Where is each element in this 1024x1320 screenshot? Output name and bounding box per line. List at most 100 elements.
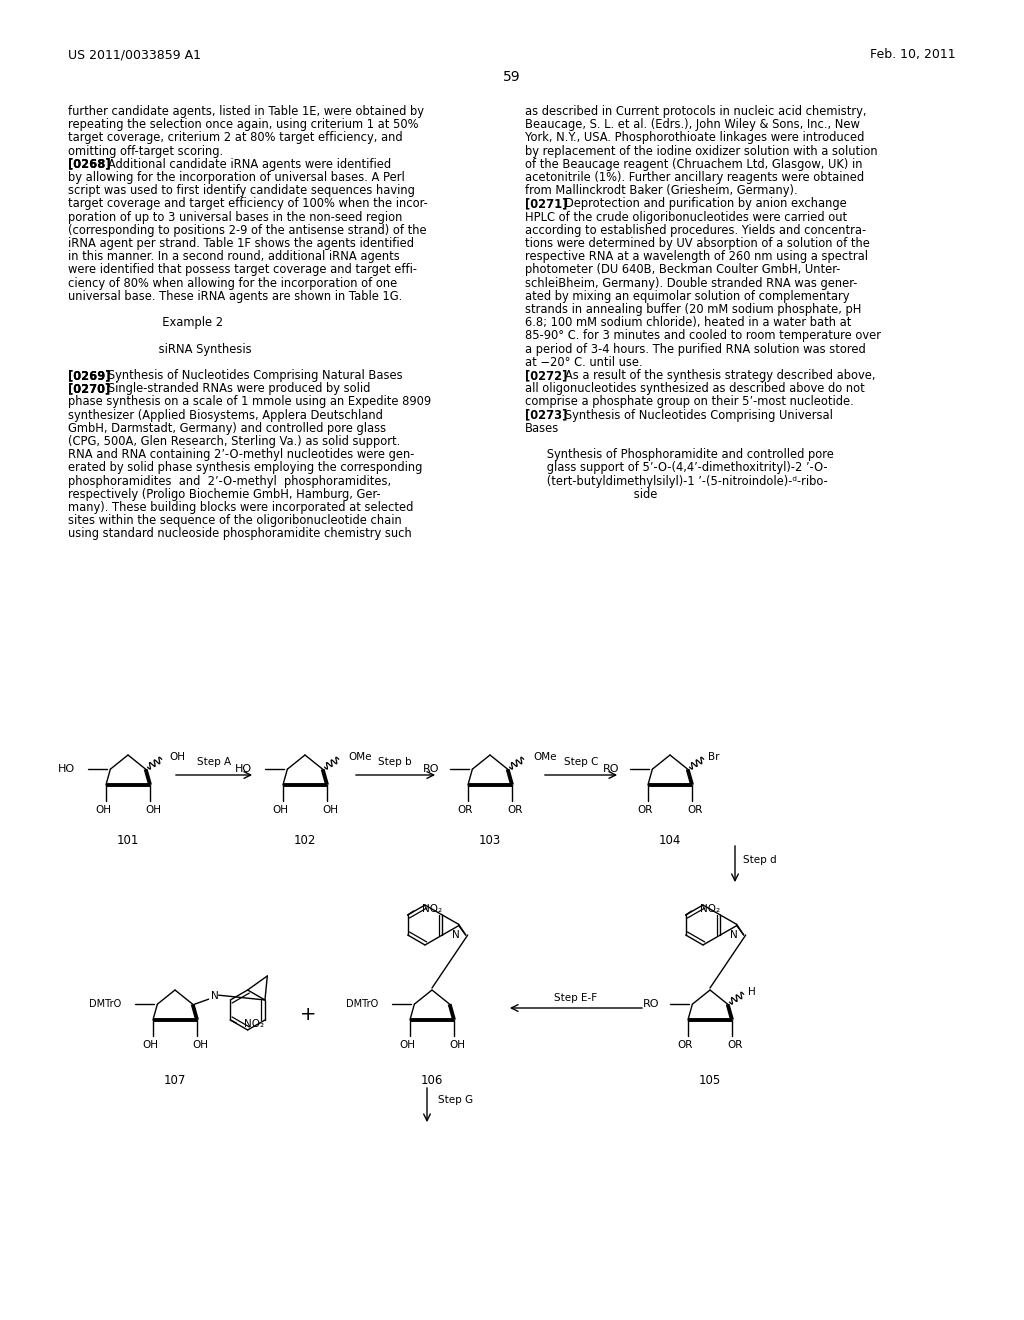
Text: poration of up to 3 universal bases in the non-seed region: poration of up to 3 universal bases in t…: [68, 211, 402, 223]
Text: OH: OH: [399, 1040, 415, 1049]
Text: [0268]: [0268]: [68, 158, 111, 170]
Text: further candidate agents, listed in Table 1E, were obtained by: further candidate agents, listed in Tabl…: [68, 106, 424, 117]
Text: phosphoramidites  and  2’-O-methyl  phosphoramidites,: phosphoramidites and 2’-O-methyl phospho…: [68, 475, 391, 487]
Text: Example 2: Example 2: [68, 317, 223, 329]
Text: many). These building blocks were incorporated at selected: many). These building blocks were incorp…: [68, 502, 414, 513]
Text: N: N: [730, 931, 737, 940]
Text: all oligonucleotides synthesized as described above do not: all oligonucleotides synthesized as desc…: [525, 383, 864, 395]
Text: Single-stranded RNAs were produced by solid: Single-stranded RNAs were produced by so…: [97, 383, 371, 395]
Text: repeating the selection once again, using criterium 1 at 50%: repeating the selection once again, usin…: [68, 119, 419, 131]
Text: RNA and RNA containing 2’-O-methyl nucleotides were gen-: RNA and RNA containing 2’-O-methyl nucle…: [68, 449, 415, 461]
Text: acetonitrile (1%). Further ancillary reagents were obtained: acetonitrile (1%). Further ancillary rea…: [525, 172, 864, 183]
Text: +: +: [300, 1006, 316, 1024]
Text: NO₂: NO₂: [699, 904, 720, 913]
Text: As a result of the synthesis strategy described above,: As a result of the synthesis strategy de…: [554, 370, 876, 381]
Text: by replacement of the iodine oxidizer solution with a solution: by replacement of the iodine oxidizer so…: [525, 145, 878, 157]
Text: OR: OR: [677, 1040, 692, 1049]
Text: York, N.Y., USA. Phosphorothioate linkages were introduced: York, N.Y., USA. Phosphorothioate linkag…: [525, 132, 864, 144]
Text: OR: OR: [507, 805, 522, 814]
Text: DMTrO: DMTrO: [346, 999, 378, 1010]
Text: [0269]: [0269]: [68, 370, 111, 381]
Text: OMe: OMe: [348, 752, 372, 762]
Text: 6.8; 100 mM sodium chloride), heated in a water bath at: 6.8; 100 mM sodium chloride), heated in …: [525, 317, 851, 329]
Text: 106: 106: [421, 1073, 443, 1086]
Text: according to established procedures. Yields and concentra-: according to established procedures. Yie…: [525, 224, 866, 236]
Text: strands in annealing buffer (20 mM sodium phosphate, pH: strands in annealing buffer (20 mM sodiu…: [525, 304, 861, 315]
Text: tions were determined by UV absorption of a solution of the: tions were determined by UV absorption o…: [525, 238, 869, 249]
Text: 104: 104: [658, 833, 681, 846]
Text: OH: OH: [193, 1040, 208, 1049]
Text: HO: HO: [58, 764, 76, 774]
Text: OR: OR: [687, 805, 702, 814]
Text: HPLC of the crude oligoribonucleotides were carried out: HPLC of the crude oligoribonucleotides w…: [525, 211, 847, 223]
Text: respectively (Proligo Biochemie GmbH, Hamburg, Ger-: respectively (Proligo Biochemie GmbH, Ha…: [68, 488, 381, 500]
Text: N: N: [452, 931, 460, 940]
Text: phase synthesis on a scale of 1 mmole using an Expedite 8909: phase synthesis on a scale of 1 mmole us…: [68, 396, 431, 408]
Text: target coverage, criterium 2 at 80% target efficiency, and: target coverage, criterium 2 at 80% targ…: [68, 132, 402, 144]
Text: 59: 59: [503, 70, 521, 84]
Text: Deprotection and purification by anion exchange: Deprotection and purification by anion e…: [554, 198, 847, 210]
Text: (CPG, 500A, Glen Research, Sterling Va.) as solid support.: (CPG, 500A, Glen Research, Sterling Va.)…: [68, 436, 400, 447]
Text: Step E-F: Step E-F: [554, 993, 598, 1003]
Text: Step A: Step A: [197, 756, 231, 767]
Text: erated by solid phase synthesis employing the corresponding: erated by solid phase synthesis employin…: [68, 462, 422, 474]
Text: N: N: [211, 991, 218, 1001]
Text: Synthesis of Nucleotides Comprising Universal: Synthesis of Nucleotides Comprising Univ…: [554, 409, 833, 421]
Text: omitting off-target scoring.: omitting off-target scoring.: [68, 145, 223, 157]
Text: (tert-butyldimethylsilyl)-1 ’-(5-nitroindole)-ᵈ-ribo-: (tert-butyldimethylsilyl)-1 ’-(5-nitroin…: [525, 475, 827, 487]
Text: OH: OH: [95, 805, 111, 814]
Text: 107: 107: [164, 1073, 186, 1086]
Text: by allowing for the incorporation of universal bases. A Perl: by allowing for the incorporation of uni…: [68, 172, 404, 183]
Text: Step G: Step G: [438, 1096, 473, 1105]
Text: using standard nucleoside phosphoramidite chemistry such: using standard nucleoside phosphoramidit…: [68, 528, 412, 540]
Text: RO: RO: [423, 764, 439, 774]
Text: 105: 105: [698, 1073, 721, 1086]
Text: RO: RO: [643, 999, 659, 1010]
Text: synthesizer (Applied Biosystems, Applera Deutschland: synthesizer (Applied Biosystems, Applera…: [68, 409, 383, 421]
Text: OR: OR: [637, 805, 652, 814]
Text: script was used to first identify candidate sequences having: script was used to first identify candid…: [68, 185, 415, 197]
Text: [0268]: [0268]: [68, 158, 111, 170]
Text: H: H: [748, 987, 756, 997]
Text: iRNA agent per strand. Table 1F shows the agents identified: iRNA agent per strand. Table 1F shows th…: [68, 238, 414, 249]
Text: schleiBheim, Germany). Double stranded RNA was gener-: schleiBheim, Germany). Double stranded R…: [525, 277, 857, 289]
Text: OH: OH: [323, 805, 338, 814]
Text: [0272]: [0272]: [525, 370, 567, 381]
Text: Synthesis of Phosphoramidite and controlled pore: Synthesis of Phosphoramidite and control…: [525, 449, 834, 461]
Text: OH: OH: [272, 805, 288, 814]
Text: Beaucage, S. L. et al. (Edrs.), John Wiley & Sons, Inc., New: Beaucage, S. L. et al. (Edrs.), John Wil…: [525, 119, 860, 131]
Text: ated by mixing an equimolar solution of complementary: ated by mixing an equimolar solution of …: [525, 290, 850, 302]
Text: US 2011/0033859 A1: US 2011/0033859 A1: [68, 48, 201, 61]
Text: (corresponding to positions 2-9 of the antisense strand) of the: (corresponding to positions 2-9 of the a…: [68, 224, 427, 236]
Text: OMe: OMe: [534, 752, 557, 762]
Text: RO: RO: [603, 764, 620, 774]
Text: comprise a phosphate group on their 5’-most nucleotide.: comprise a phosphate group on their 5’-m…: [525, 396, 854, 408]
Text: a period of 3-4 hours. The purified RNA solution was stored: a period of 3-4 hours. The purified RNA …: [525, 343, 865, 355]
Text: [0273]: [0273]: [525, 409, 567, 421]
Text: Br: Br: [708, 752, 719, 762]
Text: OH: OH: [145, 805, 161, 814]
Text: HO: HO: [236, 764, 252, 774]
Text: Step b: Step b: [378, 756, 412, 767]
Text: NO₂: NO₂: [245, 1019, 264, 1030]
Text: siRNA Synthesis: siRNA Synthesis: [68, 343, 252, 355]
Text: glass support of 5’-O-(4,4’-dimethoxitrityl)-2 ’-O-: glass support of 5’-O-(4,4’-dimethoxitri…: [525, 462, 827, 474]
Text: Feb. 10, 2011: Feb. 10, 2011: [870, 48, 956, 61]
Text: [0269]: [0269]: [68, 370, 111, 381]
Text: Bases: Bases: [525, 422, 559, 434]
Text: 102: 102: [294, 833, 316, 846]
Text: as described in Current protocols in nucleic acid chemistry,: as described in Current protocols in nuc…: [525, 106, 866, 117]
Text: at −20° C. until use.: at −20° C. until use.: [525, 356, 643, 368]
Text: OR: OR: [458, 805, 473, 814]
Text: OH: OH: [142, 1040, 158, 1049]
Text: 103: 103: [479, 833, 501, 846]
Text: NO₂: NO₂: [422, 904, 441, 913]
Text: side: side: [525, 488, 657, 500]
Text: [0270]: [0270]: [68, 383, 111, 395]
Text: were identified that possess target coverage and target effi-: were identified that possess target cove…: [68, 264, 417, 276]
Text: target coverage and target efficiency of 100% when the incor-: target coverage and target efficiency of…: [68, 198, 428, 210]
Text: 85-90° C. for 3 minutes and cooled to room temperature over: 85-90° C. for 3 minutes and cooled to ro…: [525, 330, 881, 342]
Text: DMTrO: DMTrO: [89, 999, 122, 1010]
Text: in this manner. In a second round, additional iRNA agents: in this manner. In a second round, addit…: [68, 251, 399, 263]
Text: Synthesis of Nucleotides Comprising Natural Bases: Synthesis of Nucleotides Comprising Natu…: [97, 370, 402, 381]
